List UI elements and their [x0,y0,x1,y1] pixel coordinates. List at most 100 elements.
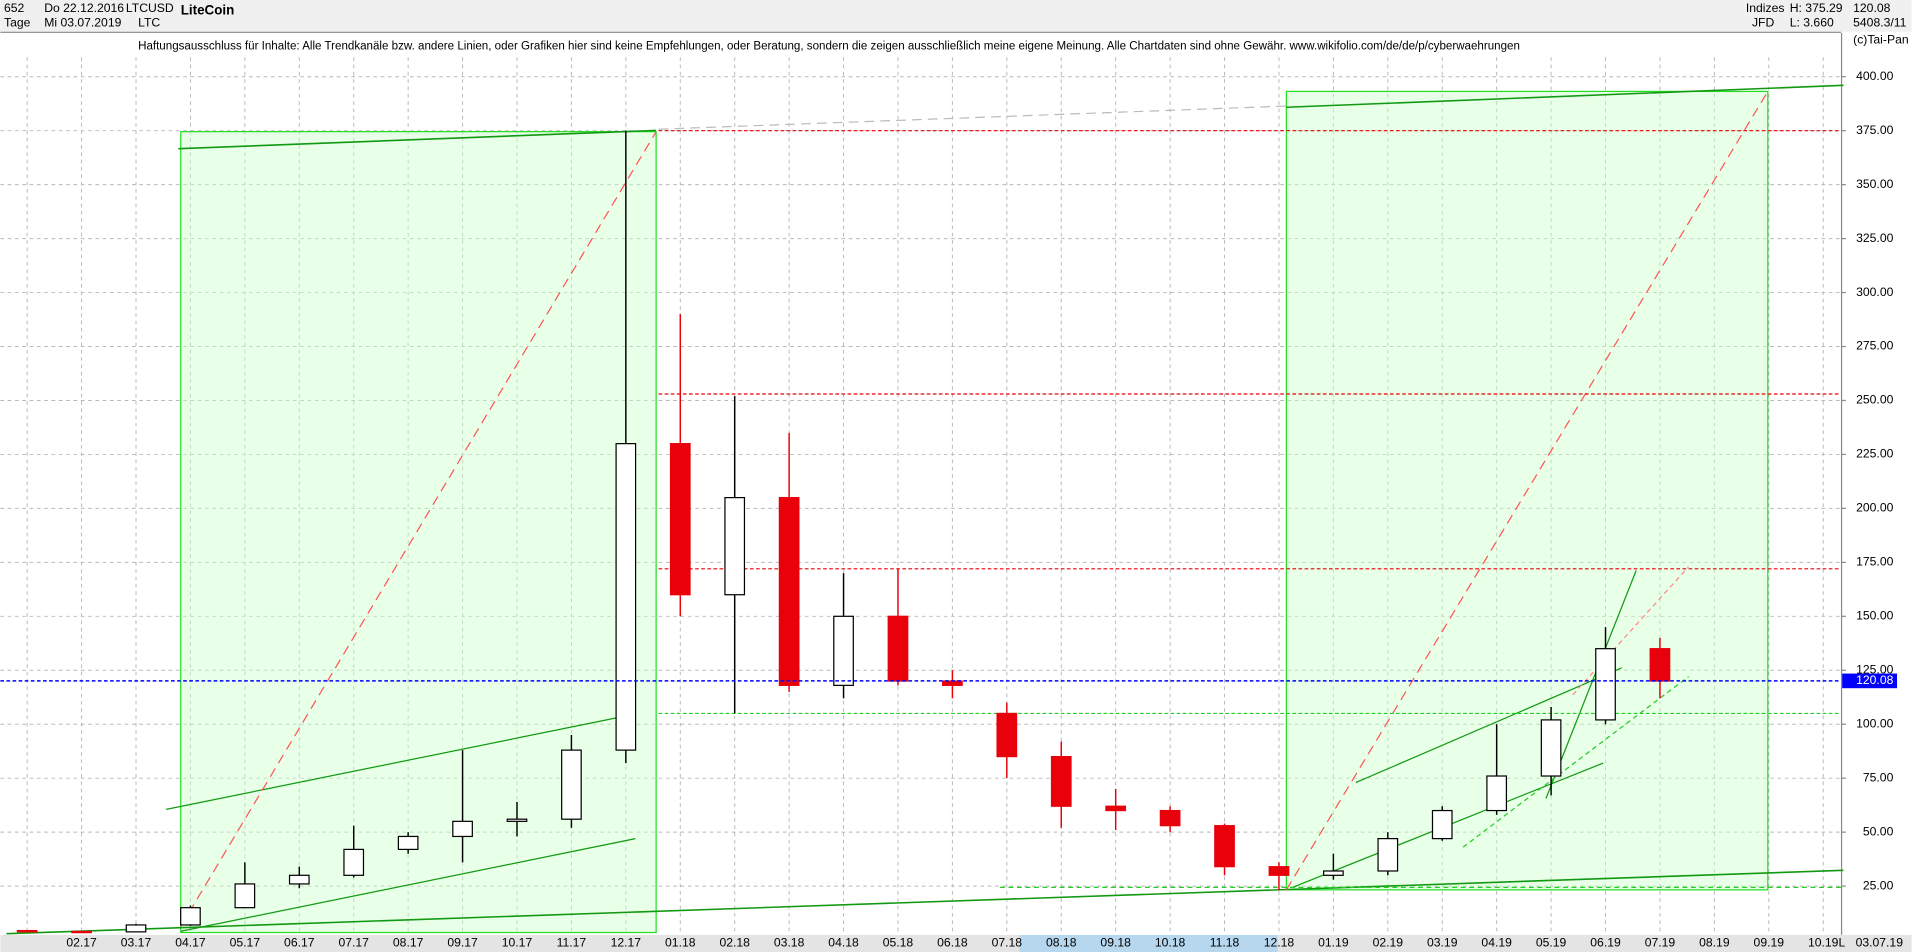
x-axis-bar [0,934,1912,952]
x-tick-label: 09.18 [1100,936,1131,950]
y-tick-label: 250.00 [1856,393,1893,407]
trend-line [178,129,657,150]
y-tick-label: 400.00 [1856,69,1893,83]
x-tick-label: 08.19 [1699,936,1730,950]
x-tick-label: 09.19 [1754,936,1785,950]
candle-body [452,820,473,838]
last-price-header: 120.08 [1853,1,1890,15]
x-tick-label: 06.19 [1590,936,1621,950]
y-tick-label: 375.00 [1856,123,1893,137]
x-tick-label: 05.19 [1536,936,1567,950]
candle-body [1486,775,1508,812]
y-tick-label: 300.00 [1856,285,1893,299]
candle-body [1540,719,1562,777]
candle-body [1595,648,1616,721]
projection [658,105,1287,130]
marks: 120.08 [0,130,1898,934]
x-tick-label: 11.17 [557,936,587,950]
x-tick-label: 06.17 [284,936,315,950]
date-from: Do 22.12.2016 [44,1,124,15]
candle-body [343,848,365,876]
x-tick-label: 12.17 [611,936,642,950]
range-box [180,131,657,934]
y-tick-label: 125.00 [1856,662,1893,676]
last-price-label: 120.08 [1856,673,1893,687]
trend-line [6,869,1844,935]
y-tick-label: 50.00 [1863,824,1894,838]
chart-id[interactable]: 652 [4,1,25,15]
candle-body [234,883,256,909]
high-label: H: 375.29 [1790,1,1843,15]
x-tick-label: 08.18 [1046,936,1077,950]
y-tick-label: 25.00 [1863,878,1894,892]
candle-body [1050,755,1072,807]
x-tick-label: 02.18 [719,936,750,950]
diagonal [1285,91,1769,891]
y-tick-label: 100.00 [1856,716,1893,730]
x-tick-label: 05.17 [230,936,261,950]
y-tick-label: 275.00 [1856,339,1893,353]
x-tick-label: 03.17 [121,936,152,950]
y-tick-label: 325.00 [1856,231,1893,245]
candle-body [71,930,92,934]
candle-body [1214,825,1235,868]
symbol: LTCUSD [126,1,174,15]
header-bar [0,0,1912,32]
copyright: (c)Tai-Pan [1853,32,1908,46]
candle-body [288,874,310,885]
channel-line [165,714,629,810]
symbol-short: LTC [138,15,160,29]
diagonal [180,131,657,927]
date-to: Mi 03.07.2019 [44,15,121,29]
x-axis-highlight [1019,934,1278,952]
trend-line [1286,84,1844,109]
candle-body [724,496,746,596]
candle-body [561,749,582,820]
support-diagonal [1462,676,1689,848]
x-tick-label: 01.19 [1318,936,1349,950]
x-tick-label: 10.19 [1808,936,1839,950]
x-tick-label: 04.17 [175,936,206,950]
extra: 5408.3/11 [1853,15,1906,29]
x-tick-label: 07.18 [992,936,1023,950]
broker: JFD [1752,15,1775,29]
candle-body [1323,870,1344,876]
y-tick-label: 175.00 [1856,555,1893,569]
candle-body [669,443,691,596]
period[interactable]: Tage [4,15,31,29]
x-tick-label: 06.18 [937,936,968,950]
x-tick-label: 08.17 [393,936,424,950]
chart-title: LiteCoin [181,3,235,18]
x-tick-label: 10.17 [502,936,533,950]
x-tick-label: 04.19 [1481,936,1512,950]
candle-body [1268,866,1290,876]
x-tick-label: 03.18 [774,936,805,950]
resistance-diagonal [1572,566,1690,696]
end-date: 03.07.19 [1856,936,1904,950]
candle-body [778,496,800,686]
x-tick-label: 01.18 [665,936,696,950]
last-price-box [1842,673,1898,689]
candle-body [1377,838,1399,872]
candle-body [1105,805,1127,812]
x-tick-label: 12.18 [1264,936,1295,950]
candle-body [1431,809,1453,840]
y-tick-label: 150.00 [1856,609,1893,623]
low-label: L: 3.660 [1790,15,1834,29]
candle-body [887,615,909,682]
scale-mode[interactable]: L [1839,936,1846,950]
x-tick-label: 04.18 [828,936,859,950]
x-tick-label: 07.19 [1645,936,1676,950]
grid: 25.00 50.00 75.00 100.00 125.00 150.00 175.00 2… [0,57,1894,950]
candle-body [125,924,147,933]
candle-body [16,929,38,933]
candle-body [506,818,528,822]
candle-body [180,907,201,926]
candle-body [996,712,1018,758]
x-tick-label: 05.18 [883,936,914,950]
x-tick-label: 09.17 [447,936,478,950]
x-tick-label: 11.18 [1210,936,1240,950]
